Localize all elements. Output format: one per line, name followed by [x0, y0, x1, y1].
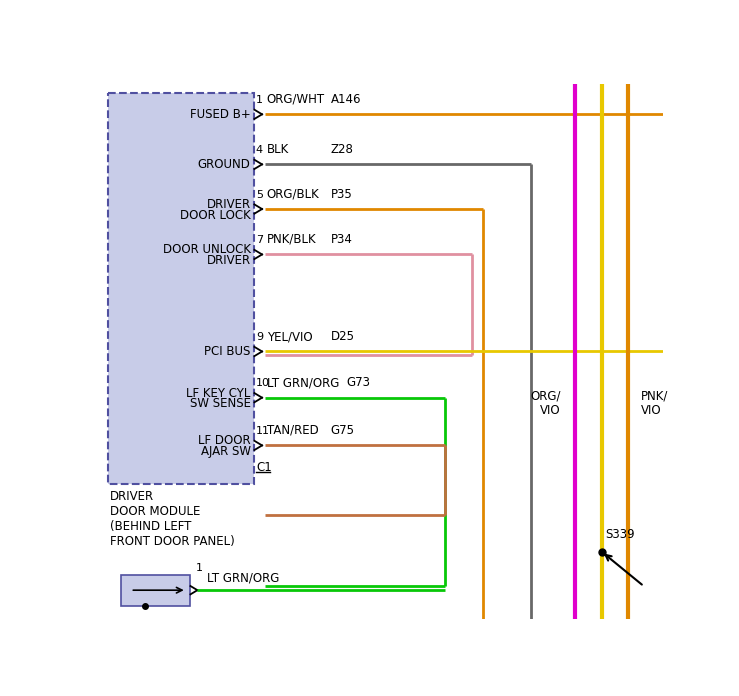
Text: DRIVER: DRIVER: [206, 254, 251, 267]
Text: PCI BUS: PCI BUS: [204, 345, 251, 358]
Text: PNK/BLK: PNK/BLK: [267, 233, 316, 246]
Text: P34: P34: [330, 233, 353, 246]
Text: LT GRN/ORG: LT GRN/ORG: [207, 571, 279, 584]
FancyBboxPatch shape: [121, 575, 191, 606]
Text: G73: G73: [346, 377, 370, 389]
Text: D25: D25: [330, 330, 355, 343]
Text: LF DOOR: LF DOOR: [198, 434, 251, 448]
Text: GROUND: GROUND: [197, 158, 251, 171]
Text: FUSED B+: FUSED B+: [190, 108, 251, 121]
Text: P35: P35: [330, 187, 353, 200]
Text: 5: 5: [256, 190, 263, 200]
Text: S339: S339: [605, 528, 635, 541]
Text: ORG/BLK: ORG/BLK: [267, 187, 319, 200]
Text: ORG/
VIO: ORG/ VIO: [531, 389, 561, 417]
Text: SW SENSE: SW SENSE: [189, 397, 251, 411]
Text: 9: 9: [256, 332, 263, 342]
Text: C1: C1: [256, 461, 272, 474]
Text: Z28: Z28: [330, 143, 353, 156]
Text: YEL/VIO: YEL/VIO: [267, 330, 313, 343]
Text: DOOR LOCK: DOOR LOCK: [180, 209, 251, 222]
Text: G75: G75: [330, 424, 355, 437]
Text: 7: 7: [256, 235, 263, 245]
Text: DOOR UNLOCK: DOOR UNLOCK: [163, 244, 251, 256]
Text: PNK/
VIO: PNK/ VIO: [641, 389, 668, 417]
Text: LT GRN/ORG: LT GRN/ORG: [267, 377, 339, 389]
Text: 1: 1: [196, 563, 203, 574]
Text: 4: 4: [256, 145, 263, 155]
Text: A146: A146: [330, 93, 361, 106]
Text: TAN/RED: TAN/RED: [267, 424, 319, 437]
Text: 10: 10: [256, 379, 270, 388]
Text: LF KEY CYL: LF KEY CYL: [186, 386, 251, 400]
Text: DRIVER
DOOR MODULE
(BEHIND LEFT
FRONT DOOR PANEL): DRIVER DOOR MODULE (BEHIND LEFT FRONT DO…: [109, 490, 234, 548]
Text: 1: 1: [256, 95, 263, 105]
Text: 11: 11: [256, 426, 270, 436]
Text: DRIVER: DRIVER: [206, 198, 251, 211]
Text: BLK: BLK: [267, 143, 289, 156]
FancyBboxPatch shape: [108, 93, 254, 484]
Text: ORG/WHT: ORG/WHT: [267, 93, 325, 106]
Text: AJAR SW: AJAR SW: [200, 445, 251, 458]
